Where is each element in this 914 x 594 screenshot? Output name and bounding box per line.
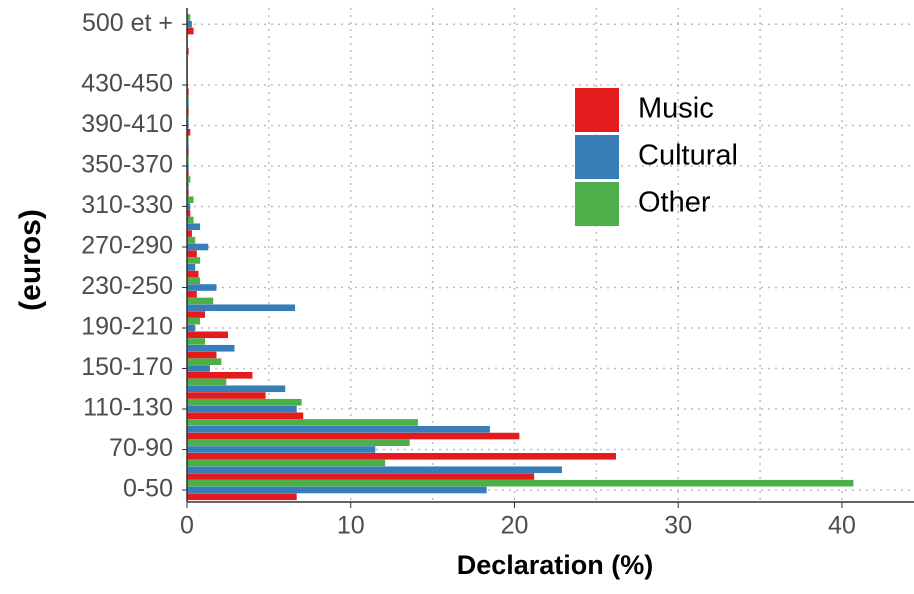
bar xyxy=(187,243,209,251)
y-tick-label: 190-210 xyxy=(81,313,173,341)
bar xyxy=(187,250,197,258)
bar xyxy=(187,439,410,446)
bar xyxy=(187,27,194,35)
bar xyxy=(187,216,194,224)
bar xyxy=(187,311,206,318)
bar xyxy=(187,210,191,217)
y-tick-label: 0-50 xyxy=(123,475,173,503)
x-tick-label: 10 xyxy=(337,512,365,540)
bar xyxy=(187,479,854,487)
bar xyxy=(187,291,197,298)
bar xyxy=(187,358,222,365)
y-tick-label: 500 et + xyxy=(82,9,173,37)
bar xyxy=(187,162,189,170)
bar xyxy=(187,425,490,433)
bar xyxy=(187,277,201,284)
bar xyxy=(187,338,206,345)
bar xyxy=(187,453,616,460)
x-tick-label: 30 xyxy=(664,512,692,540)
bar xyxy=(187,392,266,399)
bar xyxy=(187,284,217,291)
y-tick-label: 270-290 xyxy=(81,232,173,260)
bar xyxy=(187,88,189,96)
y-tick-label: 390-410 xyxy=(81,110,173,138)
x-tick-label: 40 xyxy=(828,512,856,540)
bar xyxy=(187,169,189,177)
bar xyxy=(187,270,199,278)
legend-swatch xyxy=(575,135,619,179)
bar xyxy=(187,493,297,501)
bar xyxy=(187,304,296,312)
y-tick-label: 430-450 xyxy=(81,70,173,98)
bar xyxy=(187,129,191,136)
bar xyxy=(187,378,227,386)
bar xyxy=(187,324,196,332)
bar xyxy=(187,398,302,406)
bar xyxy=(187,223,201,231)
bar xyxy=(187,466,562,474)
bar xyxy=(187,351,217,359)
bar xyxy=(187,405,297,413)
legend-label: Music xyxy=(638,93,714,125)
bar xyxy=(187,331,228,339)
bar xyxy=(187,365,210,372)
bar xyxy=(187,135,189,143)
bar xyxy=(187,115,189,122)
y-tick-label: 310-330 xyxy=(81,191,173,219)
bar xyxy=(187,20,192,28)
bar xyxy=(187,176,191,183)
bar xyxy=(187,230,192,237)
bar xyxy=(187,317,201,325)
bar xyxy=(187,182,189,190)
bar xyxy=(187,473,535,480)
y-tick-label: 110-130 xyxy=(83,394,173,422)
bar xyxy=(187,257,201,264)
bar xyxy=(187,142,189,150)
bar xyxy=(187,203,191,210)
x-tick-label: 20 xyxy=(501,512,529,540)
bar xyxy=(187,459,386,467)
x-tick-label: 0 xyxy=(180,512,194,540)
legend-swatch xyxy=(575,88,619,132)
bar xyxy=(187,189,189,197)
bar xyxy=(187,149,189,156)
y-tick-label: 150-170 xyxy=(81,353,173,381)
bar xyxy=(187,419,418,426)
bar xyxy=(187,101,189,109)
bar xyxy=(187,236,196,244)
bar xyxy=(187,14,191,21)
bar xyxy=(187,412,304,420)
bar xyxy=(187,95,189,102)
y-tick-label: 230-250 xyxy=(81,272,173,300)
y-axis-label: (euros) xyxy=(14,209,47,311)
bar xyxy=(187,48,189,55)
bar xyxy=(187,196,194,203)
bar xyxy=(187,297,214,305)
y-tick-label: 350-370 xyxy=(81,151,173,179)
bar xyxy=(187,446,376,453)
bar xyxy=(187,372,253,379)
legend-swatch xyxy=(575,182,619,226)
bar xyxy=(187,486,487,494)
bar xyxy=(187,122,189,129)
bar xyxy=(187,432,520,440)
legend-label: Other xyxy=(638,187,711,219)
bar xyxy=(187,155,189,163)
bar xyxy=(187,344,235,352)
y-tick-label: 70-90 xyxy=(109,434,173,462)
bar xyxy=(187,263,196,271)
bar xyxy=(187,385,286,393)
x-axis-label: Declaration (%) xyxy=(457,550,654,580)
bar xyxy=(187,108,189,116)
legend-label: Cultural xyxy=(638,140,738,172)
